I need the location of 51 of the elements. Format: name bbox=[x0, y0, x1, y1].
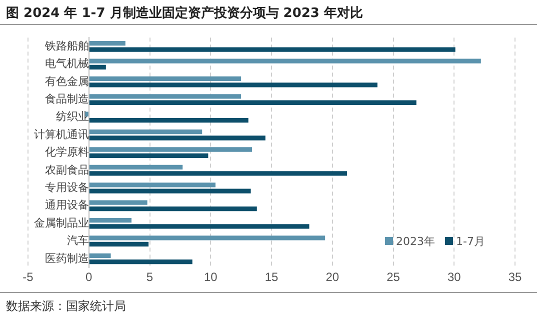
y-tick-label: 专用设备 bbox=[44, 181, 89, 194]
bar bbox=[89, 147, 252, 152]
bar bbox=[89, 171, 347, 176]
y-tick-label: 通用设备 bbox=[44, 198, 89, 212]
legend-label: 2023年 bbox=[395, 234, 436, 249]
y-tick-label: 农副食品 bbox=[44, 164, 89, 176]
bar bbox=[89, 47, 456, 52]
y-tick-label: 食品制造 bbox=[44, 92, 89, 106]
bar bbox=[89, 260, 192, 264]
x-tick-label: 0 bbox=[86, 270, 93, 284]
bar bbox=[85, 112, 88, 116]
x-tick-label: 30 bbox=[447, 270, 462, 284]
bar bbox=[89, 94, 242, 99]
y-tick-label: 汽车 bbox=[66, 234, 89, 248]
bar bbox=[89, 236, 326, 240]
bar bbox=[89, 58, 481, 64]
y-tick-label: 化学原料 bbox=[44, 146, 89, 159]
x-tick-label: 25 bbox=[386, 270, 400, 284]
bar bbox=[89, 100, 416, 105]
bar bbox=[89, 164, 183, 170]
y-tick-label: 金属制品业 bbox=[34, 216, 89, 230]
bar bbox=[89, 206, 257, 212]
bar bbox=[89, 76, 242, 82]
source-note: 数据来源：国家统计局 bbox=[6, 298, 126, 315]
bar bbox=[89, 253, 111, 258]
y-tick-label: 电气机械 bbox=[44, 57, 89, 70]
bar bbox=[89, 118, 248, 123]
bar bbox=[89, 64, 106, 70]
x-tick-label: 15 bbox=[264, 270, 278, 284]
bar bbox=[89, 136, 266, 140]
bar bbox=[89, 218, 132, 223]
x-tick-label: 5 bbox=[146, 270, 154, 284]
y-tick-label: 有色金属 bbox=[44, 76, 89, 88]
y-tick-label: 计算机通讯 bbox=[34, 128, 89, 141]
bar bbox=[89, 200, 148, 205]
bar bbox=[89, 82, 378, 88]
bar bbox=[89, 242, 149, 246]
x-tick-label: -5 bbox=[22, 270, 34, 284]
x-tick-label: 10 bbox=[204, 270, 218, 284]
y-tick-label: 铁路船舶 bbox=[44, 40, 89, 52]
x-tick-label: 35 bbox=[508, 270, 522, 284]
bar bbox=[89, 182, 216, 188]
bar bbox=[89, 188, 251, 194]
bar bbox=[89, 129, 202, 134]
bar bbox=[89, 153, 208, 158]
bar bbox=[89, 41, 126, 46]
y-tick-label: 医药制造 bbox=[44, 252, 89, 265]
chart-title: 图 2024 年 1-7 月制造业固定资产投资分项与 2023 年对比 bbox=[6, 4, 364, 22]
bar bbox=[89, 224, 310, 229]
legend-label: 1-7月 bbox=[455, 234, 485, 249]
x-tick-label: 20 bbox=[326, 270, 340, 284]
